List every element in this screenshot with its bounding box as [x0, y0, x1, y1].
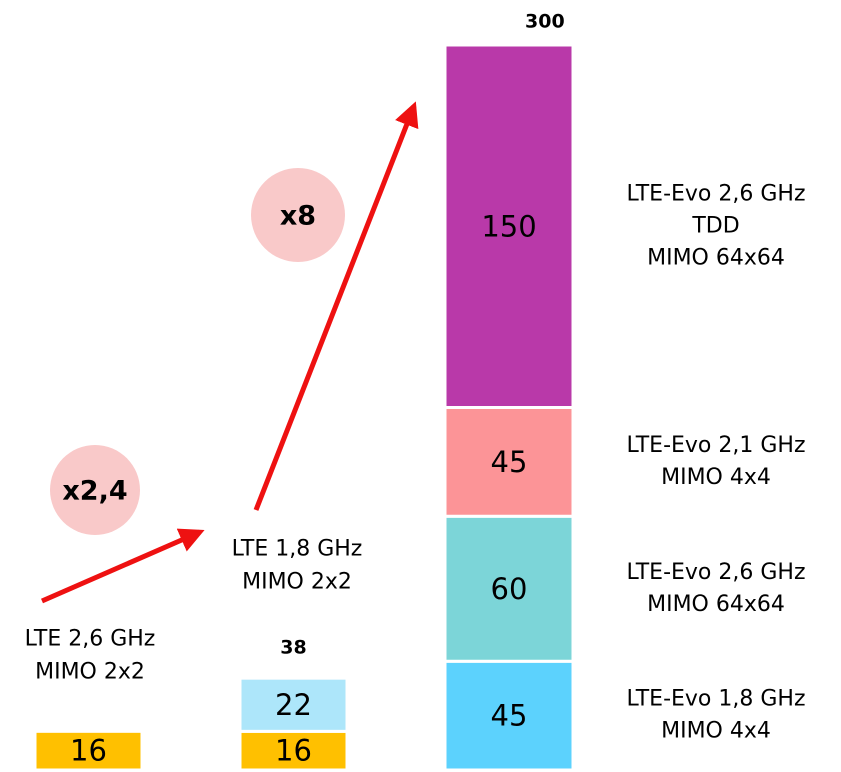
bar-label: MIMO 2x2 — [242, 570, 352, 595]
bar-label: LTE 2,6 GHz — [25, 627, 156, 652]
segment-name: MIMO 4x4 — [661, 719, 771, 744]
annotation-bubble — [50, 445, 140, 535]
annotation-bubble — [251, 168, 345, 262]
bar-label: MIMO 2x2 — [35, 660, 145, 685]
segment-name: TDD — [691, 213, 739, 238]
segment-label: 45 — [491, 699, 528, 733]
segment-name: LTE-Evo 2,6 GHz — [627, 560, 806, 585]
bar-segment — [238, 729, 349, 772]
segment-name: LTE-Evo 1,8 GHz — [627, 687, 806, 712]
annotation: x8 — [280, 201, 316, 232]
segment-name: MIMO 4x4 — [661, 465, 771, 490]
segment-label: 150 — [481, 209, 536, 243]
segment-name: LTE-Evo 2,1 GHz — [627, 433, 806, 458]
segment-name: LTE-Evo 2,6 GHz — [627, 181, 806, 206]
segment-label: 16 — [275, 734, 312, 768]
segment-label: 22 — [275, 688, 312, 722]
segment-name: MIMO 64x64 — [647, 592, 785, 617]
bar-segment — [33, 729, 144, 772]
annotation: x2,4 — [62, 476, 127, 507]
segment-label: 60 — [491, 572, 528, 606]
segment-label: 16 — [70, 734, 107, 768]
segment-name: MIMO 64x64 — [647, 245, 785, 270]
arrow — [40, 528, 205, 604]
bar-segment — [443, 43, 575, 409]
bar-label: LTE 1,8 GHz — [232, 537, 363, 562]
total-label: 38 — [280, 637, 306, 659]
total-label: 300 — [525, 11, 565, 33]
segment-label: 45 — [491, 445, 528, 479]
arrow — [253, 101, 419, 511]
bar-segment — [238, 676, 349, 733]
